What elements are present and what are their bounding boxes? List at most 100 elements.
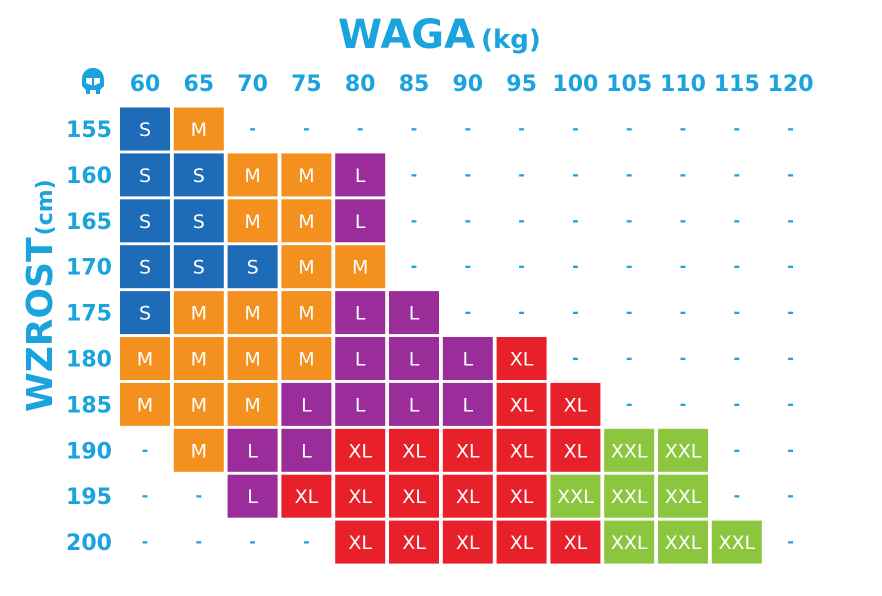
empty-cell-dash: - [787, 349, 794, 368]
size-cell [604, 428, 655, 472]
size-cell [281, 291, 332, 335]
size-cell [711, 520, 762, 564]
empty-cell-dash: - [733, 257, 740, 276]
size-cell [335, 337, 386, 380]
size-cell-label: L [247, 486, 258, 508]
size-cell-label: L [409, 394, 420, 416]
size-cell [120, 382, 170, 426]
empty-cell-dash: - [626, 119, 633, 138]
empty-cell-dash: - [195, 532, 202, 551]
empty-cell-dash: - [733, 349, 740, 368]
size-cell [227, 199, 278, 243]
size-cell-label: L [463, 394, 474, 416]
size-cell-label: XL [510, 486, 534, 508]
size-cell [335, 245, 386, 289]
y-tick-label: 195 [66, 485, 112, 510]
y-tick-label: 185 [66, 393, 112, 418]
size-cell [120, 199, 170, 243]
empty-cell-dash: - [142, 532, 149, 551]
size-cell-label: M [137, 394, 153, 416]
size-cell-label: L [247, 440, 258, 462]
empty-cell-dash: - [626, 211, 633, 230]
empty-cell-dash: - [411, 211, 418, 230]
y-tick-label: 180 [66, 348, 112, 373]
y-tick-label: 170 [66, 256, 112, 281]
empty-cell-dash: - [787, 303, 794, 322]
empty-cell-dash: - [787, 211, 794, 230]
empty-cell-dash: - [626, 303, 633, 322]
empty-cell-dash: - [518, 211, 525, 230]
size-cell [120, 337, 170, 380]
size-cell-label: S [193, 211, 205, 233]
size-cell [442, 520, 493, 564]
size-cell [496, 337, 547, 380]
empty-cell-dash: - [680, 349, 687, 368]
chart-title: WAGA (kg) [338, 12, 541, 58]
size-cell-label: S [247, 257, 259, 279]
size-cell-label: L [355, 349, 366, 371]
empty-cell-dash: - [680, 211, 687, 230]
empty-cell-dash: - [518, 303, 525, 322]
empty-cell-dash: - [680, 394, 687, 413]
size-cell [389, 337, 439, 380]
x-tick-label: 70 [237, 72, 268, 97]
size-cell [227, 474, 278, 518]
size-cell-label: XXL [611, 532, 648, 554]
x-tick-label: 105 [606, 72, 652, 97]
size-cell [335, 382, 386, 426]
size-cell-label: XL [402, 532, 426, 554]
size-cell [335, 291, 386, 335]
size-cell [604, 474, 655, 518]
empty-cell-dash: - [680, 257, 687, 276]
size-cell [281, 337, 332, 380]
size-cell-label: M [298, 303, 314, 325]
empty-cell-dash: - [680, 119, 687, 138]
size-cell-label: XL [456, 440, 480, 462]
size-cell-label: XL [456, 532, 480, 554]
x-tick-label: 100 [552, 72, 598, 97]
size-cell [281, 199, 332, 243]
size-cell-label: XL [402, 440, 426, 462]
size-cell [442, 382, 493, 426]
size-cell-label: M [298, 349, 314, 371]
size-cell [335, 474, 386, 518]
size-cell-label: S [193, 165, 205, 187]
y-tick-label: 155 [66, 118, 112, 143]
size-cell-label: XL [510, 532, 534, 554]
empty-cell-dash: - [787, 532, 794, 551]
empty-cell-dash: - [411, 165, 418, 184]
size-cell [335, 428, 386, 472]
empty-cell-dash: - [357, 119, 364, 138]
size-cell-label: XL [510, 440, 534, 462]
size-cell [496, 474, 547, 518]
size-cell [658, 428, 708, 472]
size-cell [604, 520, 655, 564]
size-cell-label: M [244, 303, 260, 325]
size-cell [281, 474, 332, 518]
empty-cell-dash: - [733, 119, 740, 138]
size-cell-label: S [139, 303, 151, 325]
empty-cell-dash: - [733, 303, 740, 322]
x-tick-label: 95 [506, 72, 537, 97]
empty-cell-dash: - [464, 165, 471, 184]
size-cell [389, 520, 439, 564]
empty-cell-dash: - [733, 394, 740, 413]
size-cell-label: L [301, 440, 312, 462]
empty-cell-dash: - [787, 257, 794, 276]
size-cell-label: M [191, 440, 207, 462]
size-cell-label: XXL [665, 440, 702, 462]
size-cell-label: XL [402, 486, 426, 508]
size-cell [173, 107, 224, 151]
size-cell [227, 382, 278, 426]
size-cell-label: M [244, 349, 260, 371]
size-cell-label: L [355, 211, 366, 233]
size-cell [496, 520, 547, 564]
size-cell [281, 428, 332, 472]
size-cell [173, 199, 224, 243]
size-cell-label: S [139, 165, 151, 187]
empty-cell-dash: - [249, 119, 256, 138]
size-cell [227, 337, 278, 380]
empty-cell-dash: - [464, 303, 471, 322]
size-cell-label: M [137, 349, 153, 371]
empty-cell-dash: - [572, 211, 579, 230]
